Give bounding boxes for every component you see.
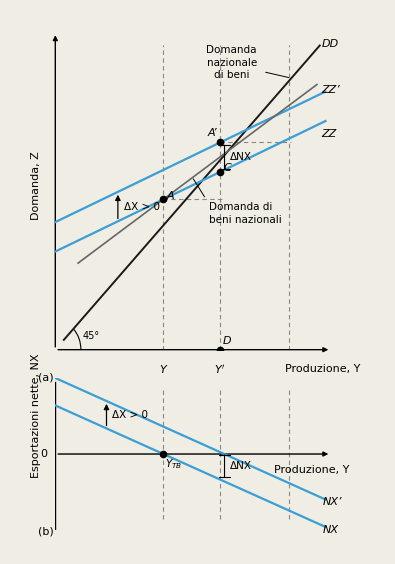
Text: $Y$: $Y$ [159, 363, 168, 374]
Text: (b): (b) [38, 526, 54, 536]
Text: DD: DD [321, 39, 339, 49]
Text: Produzione, Y: Produzione, Y [285, 364, 360, 374]
Text: A’: A’ [207, 129, 217, 139]
Text: ΔNX: ΔNX [230, 461, 252, 471]
Text: ZZ: ZZ [321, 129, 337, 139]
Text: 45°: 45° [82, 331, 100, 341]
Text: Domanda di
beni nazionali: Domanda di beni nazionali [209, 202, 282, 225]
Text: NX: NX [323, 525, 339, 535]
Text: A: A [167, 191, 175, 201]
Text: C: C [224, 164, 231, 174]
Text: ΔX > 0: ΔX > 0 [112, 409, 148, 420]
Text: ΔNX: ΔNX [230, 152, 252, 162]
Text: NX’: NX’ [323, 497, 342, 507]
Text: Produzione, Y: Produzione, Y [274, 465, 349, 475]
Text: ZZ’: ZZ’ [321, 85, 340, 95]
Text: (a): (a) [38, 373, 54, 382]
Text: D: D [223, 336, 232, 346]
Text: ΔX > 0: ΔX > 0 [124, 201, 160, 212]
Text: 0: 0 [40, 449, 47, 459]
Text: Domanda
nazionale
di beni: Domanda nazionale di beni [206, 46, 257, 80]
Text: $Y'$: $Y'$ [214, 363, 226, 376]
Text: Esportazioni nette, NX: Esportazioni nette, NX [31, 354, 41, 478]
Text: $Y_{TB}$: $Y_{TB}$ [165, 457, 182, 472]
Text: Domanda, Z: Domanda, Z [31, 152, 41, 221]
